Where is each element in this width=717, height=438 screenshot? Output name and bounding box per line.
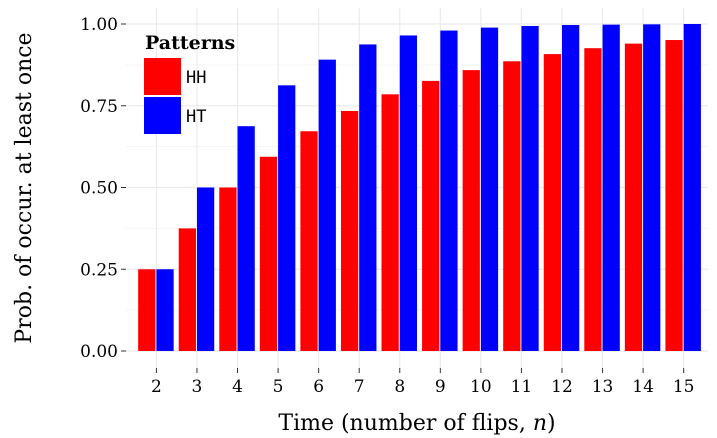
bar-hh-15 — [665, 40, 683, 351]
x-tick-label: 13 — [592, 377, 614, 397]
bar-hh-7 — [340, 110, 359, 352]
y-tick-label: 0.75 — [80, 97, 118, 117]
x-tick-label: 14 — [632, 377, 654, 397]
bar-hh-6 — [300, 131, 318, 351]
x-tick-label: 6 — [313, 377, 324, 397]
x-tick-label: 12 — [551, 377, 573, 397]
legend-key-hh — [144, 58, 181, 95]
x-tick-label: 15 — [673, 377, 695, 397]
bar-ht-3 — [196, 187, 215, 351]
bar-hh-3 — [178, 228, 196, 351]
legend-title: Patterns — [145, 32, 235, 54]
bar-ht-2 — [156, 269, 174, 351]
y-tick-label: 0.50 — [80, 179, 118, 199]
bar-ht-9 — [440, 30, 458, 351]
bar-hh-10 — [462, 70, 480, 352]
y-tick-label: 0.25 — [80, 260, 118, 280]
legend-label-ht: HT — [186, 107, 206, 127]
bar-ht-7 — [359, 44, 377, 351]
bar-ht-14 — [643, 24, 661, 352]
bar-ht-6 — [318, 59, 336, 351]
bar-hh-5 — [259, 156, 278, 351]
bars-group — [138, 24, 701, 352]
bar-hh-13 — [584, 48, 602, 351]
x-tick-label: 9 — [435, 377, 446, 397]
bar-hh-8 — [381, 94, 399, 352]
x-tick-label: 10 — [470, 377, 492, 397]
x-tick-label: 3 — [192, 377, 203, 397]
x-tick-label: 2 — [151, 377, 162, 397]
bar-ht-13 — [602, 24, 620, 352]
y-tick-label: 1.00 — [80, 15, 118, 35]
bar-hh-14 — [624, 43, 643, 352]
bar-ht-10 — [480, 27, 499, 352]
bar-hh-2 — [138, 269, 156, 351]
bar-ht-12 — [561, 24, 580, 352]
legend-label-hh: HH — [186, 68, 206, 88]
bar-ht-5 — [278, 85, 296, 351]
bar-ht-8 — [399, 35, 418, 351]
x-tick-label: 7 — [354, 377, 365, 397]
x-axis: 2 3 4 5 6 7 8 9 10 11 12 13 14 15 — [151, 368, 694, 397]
x-tick-label: 4 — [232, 377, 243, 397]
bar-ht-4 — [237, 126, 255, 351]
y-axis: 0.00 0.25 0.50 0.75 1.00 — [80, 15, 126, 362]
bar-hh-11 — [503, 61, 521, 351]
bar-hh-9 — [422, 80, 440, 351]
y-axis-title: Prob. of occur. at least once — [12, 32, 37, 343]
y-tick-label: 0.00 — [80, 342, 118, 362]
bar-ht-11 — [521, 25, 539, 351]
legend: Patterns HH HT — [144, 32, 235, 134]
bar-ht-15 — [683, 24, 701, 351]
bar-hh-12 — [543, 54, 561, 352]
bar-hh-4 — [219, 187, 237, 351]
x-tick-label: 11 — [511, 377, 533, 397]
x-axis-title: Time (number of flips, n) — [278, 411, 555, 436]
x-tick-label: 8 — [394, 377, 405, 397]
legend-key-ht — [144, 97, 181, 134]
x-tick-label: 5 — [273, 377, 284, 397]
